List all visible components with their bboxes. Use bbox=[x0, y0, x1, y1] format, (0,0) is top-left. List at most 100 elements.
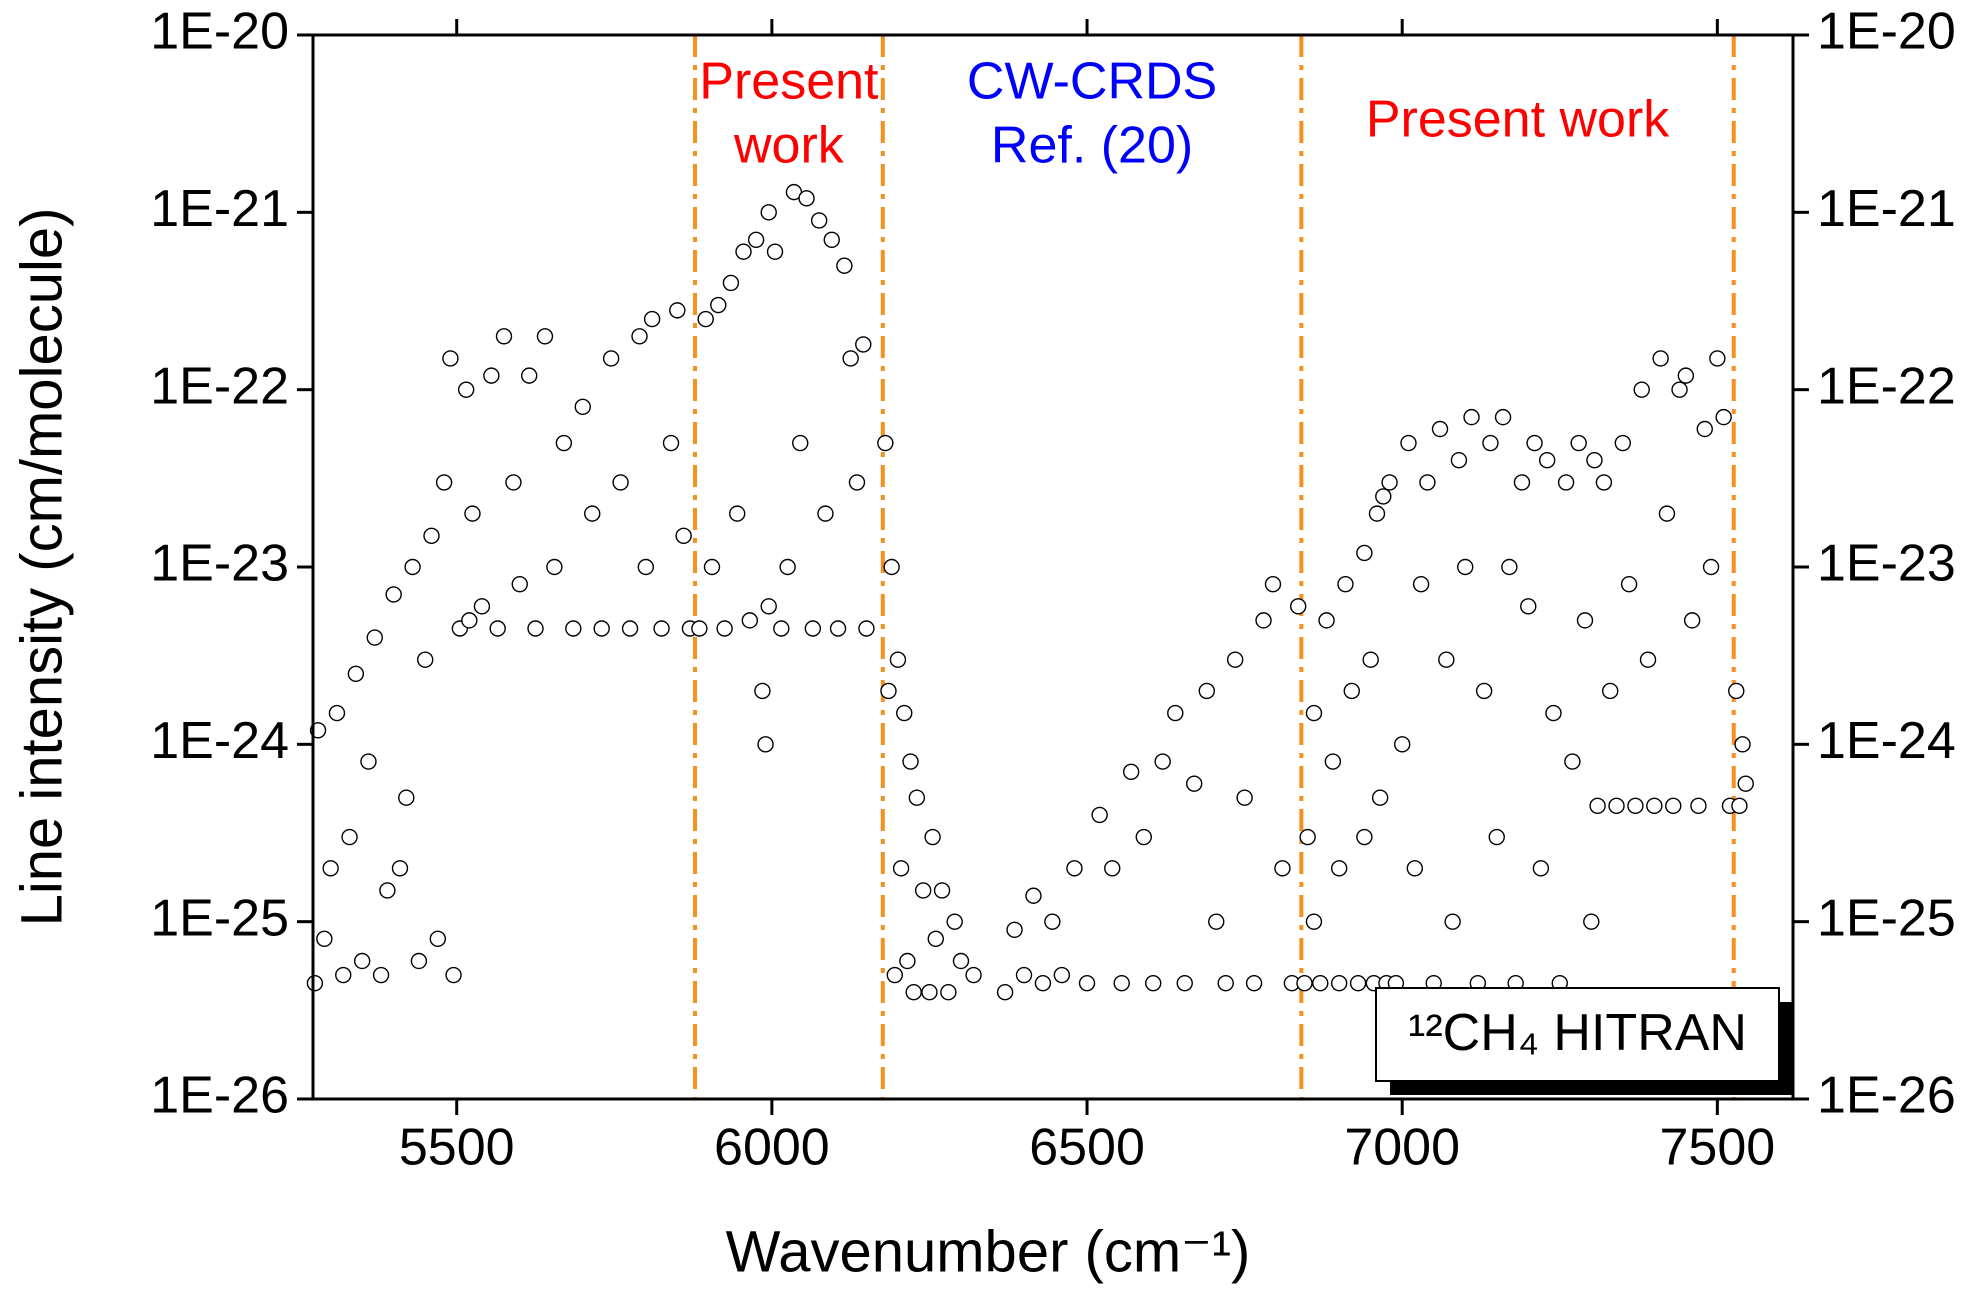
data-point bbox=[1734, 736, 1751, 753]
data-point bbox=[940, 984, 957, 1001]
data-point bbox=[757, 736, 774, 753]
x-tick-label: 6000 bbox=[714, 1119, 830, 1177]
data-point bbox=[1526, 434, 1543, 452]
data-point bbox=[391, 860, 409, 877]
data-point bbox=[379, 882, 396, 899]
data-point bbox=[836, 257, 853, 274]
data-point bbox=[1658, 505, 1676, 522]
series bbox=[306, 183, 1754, 1001]
data-point bbox=[1444, 913, 1461, 930]
data-point bbox=[366, 629, 383, 646]
data-point bbox=[621, 620, 639, 637]
y-tick-label: 1E-21 bbox=[150, 180, 289, 238]
data-point bbox=[965, 966, 982, 984]
data-point bbox=[1091, 806, 1108, 824]
data-point bbox=[637, 558, 655, 576]
data-point bbox=[505, 474, 522, 491]
data-point bbox=[1025, 887, 1042, 904]
data-point bbox=[565, 620, 582, 637]
data-point bbox=[924, 828, 941, 846]
data-point bbox=[1620, 575, 1638, 593]
data-point bbox=[612, 474, 629, 491]
data-point bbox=[1731, 797, 1748, 815]
data-point bbox=[883, 558, 900, 576]
data-point bbox=[1324, 753, 1342, 770]
data-point bbox=[1545, 704, 1562, 722]
data-point bbox=[933, 882, 951, 899]
data-point bbox=[1652, 350, 1669, 367]
data-point bbox=[927, 930, 944, 948]
data-point bbox=[1375, 488, 1392, 505]
x-tick-label: 6500 bbox=[1029, 1119, 1145, 1177]
data-point bbox=[886, 966, 903, 984]
data-point bbox=[1475, 682, 1493, 700]
data-point bbox=[829, 620, 847, 637]
data-point bbox=[905, 984, 922, 1001]
data-point bbox=[946, 913, 963, 930]
data-point bbox=[858, 620, 875, 637]
data-point bbox=[1122, 763, 1140, 781]
y2-tick-label: 1E-22 bbox=[1817, 357, 1956, 415]
data-point bbox=[914, 882, 932, 899]
data-point bbox=[1296, 974, 1313, 992]
data-point bbox=[1236, 789, 1253, 806]
data-point bbox=[908, 789, 926, 806]
data-point bbox=[1371, 789, 1389, 806]
data-point bbox=[952, 952, 970, 970]
data-point bbox=[1208, 913, 1225, 930]
data-point bbox=[1349, 974, 1367, 992]
data-point bbox=[1646, 797, 1663, 815]
data-point bbox=[779, 558, 796, 576]
data-point bbox=[877, 434, 894, 452]
data-point bbox=[1356, 544, 1373, 562]
data-point bbox=[1305, 913, 1323, 930]
data-point bbox=[1330, 974, 1348, 992]
data-point bbox=[792, 434, 809, 452]
data-point bbox=[1595, 474, 1613, 491]
data-point bbox=[1330, 860, 1348, 877]
data-point bbox=[353, 952, 371, 970]
data-point bbox=[1513, 474, 1531, 491]
annotation: CW-CRDS bbox=[967, 53, 1217, 111]
data-point bbox=[1494, 408, 1512, 426]
data-point bbox=[1532, 860, 1550, 877]
data-point bbox=[1709, 350, 1726, 367]
data-point bbox=[1217, 974, 1234, 992]
data-point bbox=[1690, 797, 1707, 815]
y-tick-label: 1E-22 bbox=[150, 357, 289, 415]
data-point bbox=[1006, 921, 1023, 938]
data-point bbox=[996, 984, 1014, 1001]
data-point bbox=[461, 612, 478, 629]
y-tick-label: 1E-24 bbox=[150, 712, 289, 770]
data-point bbox=[754, 682, 771, 700]
data-point bbox=[1671, 381, 1688, 398]
annotation: Present bbox=[699, 53, 879, 111]
data-point bbox=[1520, 598, 1537, 615]
data-point bbox=[316, 930, 333, 948]
data-point bbox=[691, 620, 708, 637]
data-point bbox=[473, 598, 491, 615]
data-point bbox=[429, 930, 447, 948]
data-point bbox=[341, 828, 358, 846]
data-point bbox=[1728, 682, 1745, 700]
data-point bbox=[328, 704, 346, 722]
data-point bbox=[1633, 381, 1650, 398]
data-point bbox=[662, 434, 680, 452]
data-point bbox=[798, 190, 815, 207]
y2-tick-label: 1E-24 bbox=[1817, 712, 1956, 770]
data-point bbox=[880, 682, 897, 700]
data-point bbox=[1393, 736, 1411, 753]
y-tick-label: 1E-26 bbox=[150, 1067, 289, 1125]
data-point bbox=[1255, 612, 1272, 629]
data-point bbox=[1176, 974, 1193, 992]
x-tick-label: 5500 bbox=[399, 1119, 515, 1177]
data-point bbox=[602, 350, 620, 367]
data-point bbox=[1078, 974, 1096, 992]
data-point bbox=[404, 558, 421, 576]
data-point bbox=[1457, 558, 1474, 576]
y-tick-label: 1E-25 bbox=[150, 889, 289, 947]
data-point bbox=[697, 310, 714, 328]
data-point bbox=[1665, 797, 1682, 815]
data-point bbox=[899, 952, 916, 970]
data-point bbox=[555, 434, 573, 452]
